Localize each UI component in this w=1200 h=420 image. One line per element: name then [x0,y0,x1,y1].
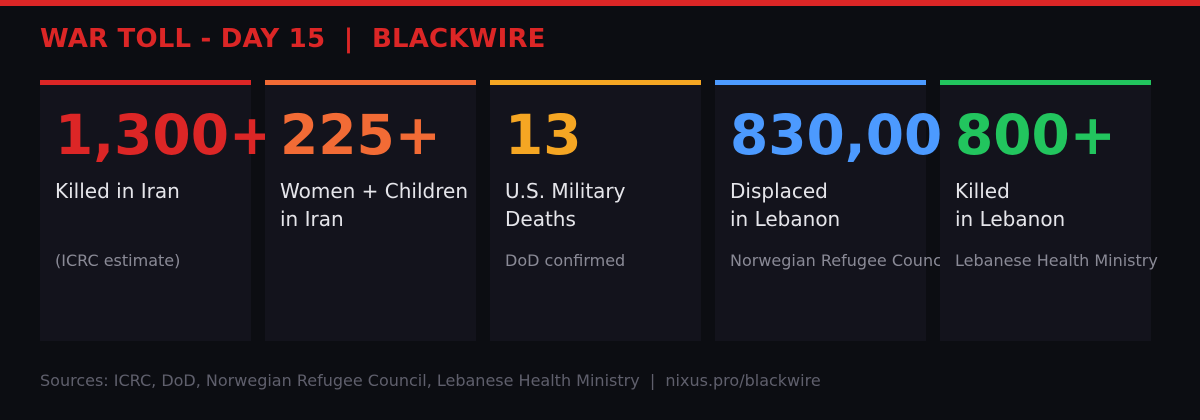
stat-source: DoD confirmed [505,251,626,270]
stat-value: 13 [505,103,582,167]
top-accent-bar [0,0,1200,6]
stat-label: Killed in Iran [55,179,180,203]
sources-footer: Sources: ICRC, DoD, Norwegian Refugee Co… [40,371,821,390]
stat-card-women-children-iran: 225+ Women + Children in Iran [265,80,476,341]
page-title: WAR TOLL - DAY 15 | BLACKWIRE [40,24,546,54]
stat-card-displaced-lebanon: 830,000 Displaced in Lebanon Norwegian R… [715,80,981,341]
stat-label: Women + Children in Iran [280,179,468,231]
stat-card-us-military-deaths: 13 U.S. Military Deaths DoD confirmed [490,80,701,341]
stat-value: 800+ [955,103,1116,167]
stat-value: 1,300+ [55,103,276,167]
stat-label: Killed in Lebanon [955,179,1066,231]
stat-value: 830,000 [730,103,981,167]
stat-label: Displaced in Lebanon [730,179,841,231]
stat-source: Norwegian Refugee Council [730,251,951,270]
stat-value: 225+ [280,103,441,167]
stat-card-killed-lebanon: 800+ Killed in Lebanon Lebanese Health M… [940,80,1158,341]
stat-label: U.S. Military Deaths [505,179,626,231]
stat-source: (ICRC estimate) [55,251,181,270]
stat-card-killed-iran: 1,300+ Killed in Iran (ICRC estimate) [40,80,275,341]
stat-source: Lebanese Health Ministry [955,251,1158,270]
